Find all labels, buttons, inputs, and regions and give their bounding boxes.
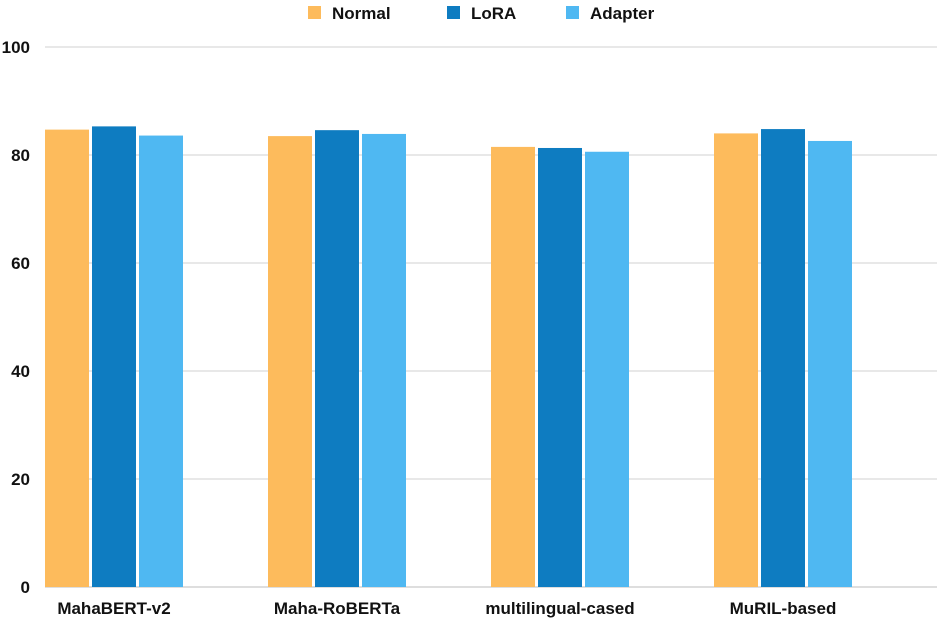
bar-lora-mahabert-v2 <box>92 126 136 587</box>
legend-label-adapter: Adapter <box>590 4 655 23</box>
bar-adapter-multilingual-cased <box>585 151 629 587</box>
bar-adapter-mahabert-v2 <box>139 135 183 587</box>
bar-normal-maha-roberta <box>268 136 312 587</box>
y-tick-label: 0 <box>21 578 30 597</box>
x-category-label: MuRIL-based <box>730 599 837 618</box>
y-tick-label: 100 <box>2 38 30 57</box>
legend-label-normal: Normal <box>332 4 391 23</box>
y-tick-label: 60 <box>11 254 30 273</box>
bar-normal-muril-based <box>714 133 758 587</box>
legend: Normal LoRA Adapter <box>308 4 655 23</box>
bar-normal-mahabert-v2 <box>45 129 89 587</box>
bar-lora-maha-roberta <box>315 130 359 587</box>
x-category-label: MahaBERT-v2 <box>57 599 170 618</box>
y-axis-ticks: 0 20 40 60 80 100 <box>2 38 30 597</box>
legend-swatch-adapter <box>566 6 579 19</box>
y-tick-label: 20 <box>11 470 30 489</box>
bar-lora-muril-based <box>761 129 805 587</box>
bar-lora-multilingual-cased <box>538 147 582 588</box>
x-axis-labels: MahaBERT-v2 Maha-RoBERTa multilingual-case… <box>57 599 836 618</box>
bar-adapter-muril-based <box>808 140 852 587</box>
y-tick-label: 40 <box>11 362 30 381</box>
legend-swatch-lora <box>447 6 460 19</box>
bar-normal-multilingual-cased <box>491 146 535 587</box>
x-category-label: multilingual-cased <box>485 599 634 618</box>
legend-swatch-normal <box>308 6 321 19</box>
bar-adapter-maha-roberta <box>362 133 406 587</box>
y-tick-label: 80 <box>11 146 30 165</box>
bars <box>45 126 852 588</box>
x-category-label: Maha-RoBERTa <box>274 599 401 618</box>
legend-label-lora: LoRA <box>471 4 516 23</box>
